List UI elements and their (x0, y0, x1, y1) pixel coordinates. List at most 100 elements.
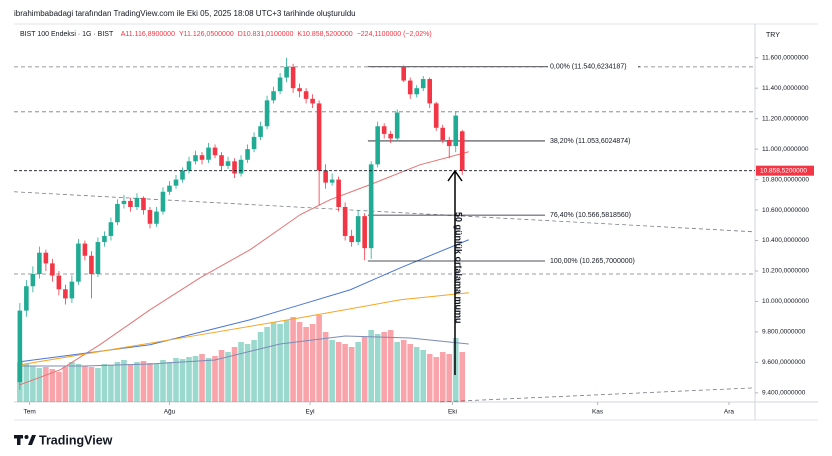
volume-bar (303, 327, 309, 402)
candle-body (115, 203, 120, 223)
symbol-legend: BIST 100 Endeksi · 1G · BIST A11.116,8900… (20, 31, 432, 38)
candle-body (459, 131, 465, 171)
legend-value: −224,1100000 (−2,02%) (357, 31, 432, 38)
volume-bar (30, 366, 36, 402)
volume-bar (459, 352, 466, 402)
fib-label: 76,40% (10.566,5818560) (550, 212, 631, 219)
candle-body (134, 197, 140, 208)
volume-bar (225, 352, 231, 402)
candle-body (212, 147, 218, 156)
candle-body (193, 155, 198, 162)
candle-body (440, 127, 446, 140)
volume-bar (69, 362, 75, 402)
candle-body (232, 161, 237, 174)
y-tick-label: 11.600,0000000 (762, 54, 809, 61)
candle-body (141, 197, 146, 211)
volume-bar (134, 362, 140, 402)
volume-bar (387, 330, 394, 402)
candle-body (76, 243, 81, 282)
brand-logo (14, 435, 36, 445)
y-tick-label: 9.400,0000000 (762, 390, 806, 397)
volume-bar (400, 340, 407, 402)
candle-body (225, 161, 231, 166)
last-price-label: 10.858,5200000 (760, 167, 807, 174)
volume-bar (290, 317, 296, 402)
legend-value: Y11.126,0500000 (179, 31, 234, 38)
y-tick-label: 10.800,0000000 (762, 176, 809, 183)
candle-body (329, 179, 335, 183)
candle-body (160, 191, 166, 212)
candle-body (17, 310, 23, 383)
candle-body (446, 139, 452, 147)
volume-bar (36, 368, 43, 402)
volume-bar (381, 332, 387, 402)
moving-average (19, 239, 469, 363)
candle-body (271, 91, 276, 101)
header: ibrahimbabadagi tarafından TradingView.c… (14, 9, 356, 18)
volume-bar (329, 340, 335, 402)
volume-bar (199, 354, 205, 402)
candle-body (264, 100, 270, 127)
volume-bar (212, 356, 218, 402)
candle-body (180, 170, 185, 180)
volume-bar (439, 352, 446, 402)
volume-bar (218, 350, 225, 402)
volume-bar (95, 368, 101, 402)
last-price-tag (756, 165, 814, 176)
candle-body (238, 159, 244, 174)
volume-bar (361, 337, 368, 402)
candle-body (43, 252, 49, 264)
volume-bar (231, 347, 238, 402)
volume-bar (238, 342, 244, 402)
candle-body (128, 200, 133, 208)
fib-label: 38,20% (11.053,6024874) (550, 138, 630, 145)
candle-body (167, 185, 172, 192)
candle-body (310, 98, 315, 104)
candle-body (368, 164, 374, 249)
volume-bar (277, 324, 283, 402)
candle-body (245, 149, 250, 160)
candle-body (342, 207, 348, 236)
candle-body (375, 126, 380, 165)
candle-body (147, 210, 153, 224)
volume-bar (420, 350, 427, 402)
moving-average (19, 292, 469, 366)
candle-body (186, 161, 192, 171)
volume-ma (19, 335, 469, 367)
volume-bar (244, 344, 251, 402)
candle-body (453, 115, 459, 147)
y-tick-label: 11.200,0000000 (762, 115, 809, 122)
candle-body (284, 66, 289, 78)
volume-bar (394, 342, 400, 402)
volume-bar (342, 344, 348, 402)
candle-body (95, 242, 101, 275)
x-tick-label: Tem (23, 409, 35, 416)
legend-value: A11.116,8900000 (121, 31, 175, 38)
volume-bar (166, 362, 173, 402)
candle-body (69, 281, 75, 299)
y-tick-label: 10.000,0000000 (762, 298, 809, 305)
candle-body (82, 243, 88, 256)
x-tick-label: Eyl (305, 409, 315, 416)
volume-bar (296, 322, 303, 402)
volume-bar (88, 367, 95, 402)
candle-body (206, 147, 211, 160)
candle-body (427, 79, 433, 104)
volume-bar (179, 359, 186, 402)
candle-body (63, 289, 68, 299)
volume-bar (270, 322, 277, 402)
y-tick-label: 10.400,0000000 (762, 237, 809, 244)
candle-body (251, 136, 257, 150)
legend-value: K10.858,5200000 (297, 31, 352, 38)
candle-body (56, 275, 62, 290)
volume-bar (23, 364, 30, 402)
candle-body (336, 179, 341, 208)
x-tick-label: Ağu (164, 409, 176, 416)
candle-body (349, 235, 354, 243)
candle-body (30, 274, 36, 287)
volume-bar (257, 332, 264, 402)
candle-body (290, 66, 296, 89)
candle-body (219, 155, 224, 166)
volume-bar (186, 357, 192, 402)
